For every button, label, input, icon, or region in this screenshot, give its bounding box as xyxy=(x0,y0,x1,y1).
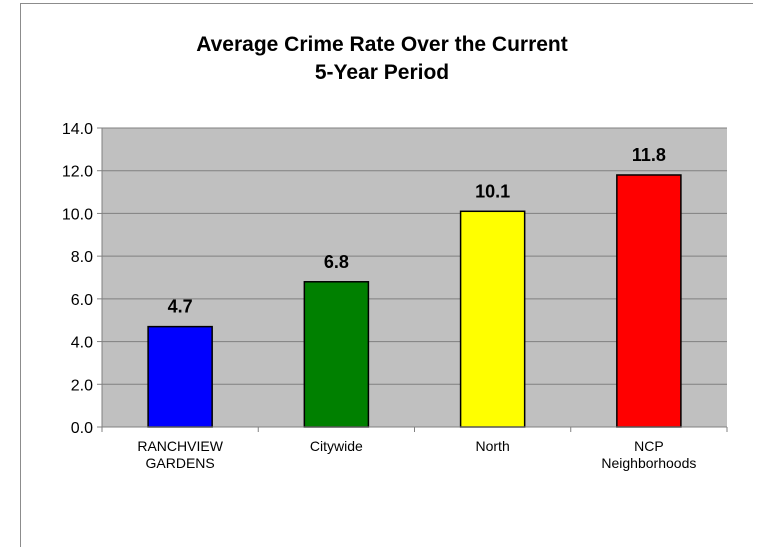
x-tick-label: RANCHVIEW GARDENS xyxy=(137,438,223,471)
y-tick-label: 12.0 xyxy=(62,164,93,181)
y-tick-labels: 0.0 2.0 4.0 6.0 8.0 10.0 12.0 14.0 xyxy=(62,121,93,437)
y-tick-label: 4.0 xyxy=(71,335,93,352)
data-labels: 4.7 6.8 10.1 11.8 xyxy=(168,145,666,317)
chart-frame xyxy=(20,3,753,547)
bar xyxy=(459,210,526,428)
chart-title-line-2: 5-Year Period xyxy=(315,61,449,84)
axes xyxy=(97,127,728,432)
chart-title: Average Crime Rate Over the Current 5-Ye… xyxy=(196,33,568,84)
bars xyxy=(147,174,682,428)
x-tick-labels: RANCHVIEW GARDENS Citywide North NCP Neighbor… xyxy=(137,438,696,471)
y-tick-label: 8.0 xyxy=(71,249,93,266)
y-tick-label: 6.0 xyxy=(71,292,93,309)
x-tick-label: NCP Neighborhoods xyxy=(601,438,696,471)
x-tick-label: North xyxy=(476,438,510,454)
chart-title-line-1: Average Crime Rate Over the Current xyxy=(196,33,568,56)
data-label: 6.8 xyxy=(324,252,349,272)
bar xyxy=(147,325,213,428)
data-label: 11.8 xyxy=(632,145,666,165)
y-tick-label: 10.0 xyxy=(62,206,93,223)
y-tick-label: 14.0 xyxy=(62,121,93,138)
y-tick-label: 2.0 xyxy=(71,377,93,394)
bar xyxy=(616,174,682,428)
bar xyxy=(303,281,370,428)
x-tick-label: Citywide xyxy=(310,438,363,454)
y-tick-label: 0.0 xyxy=(71,420,93,437)
data-label: 4.7 xyxy=(168,297,193,317)
data-label: 10.1 xyxy=(475,181,510,201)
